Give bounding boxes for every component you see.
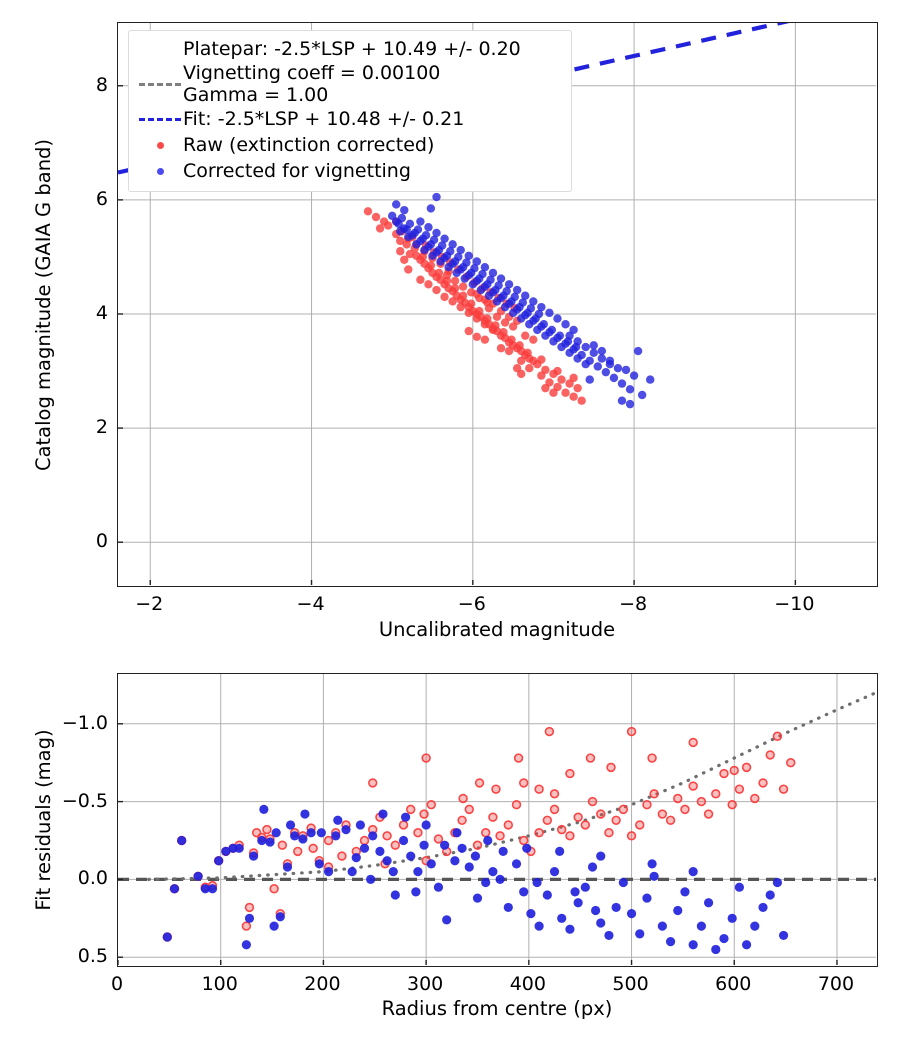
x-tick-label: −4 <box>296 593 325 615</box>
y-tick-label: 0.0 <box>77 867 108 890</box>
x-tick-label: 100 <box>201 973 238 995</box>
y-tick-label: 4 <box>95 301 108 324</box>
x-tick-label: 700 <box>817 973 855 995</box>
legend-entry-raw: Raw (extinction corrected) <box>137 133 561 159</box>
x-tick-label: −10 <box>774 593 815 615</box>
y-tick-label: 0 <box>95 530 108 553</box>
y-tick-label: −0.5 <box>61 789 108 812</box>
x-tick-label: −8 <box>619 593 648 615</box>
dashed-grey-line-icon <box>137 83 183 87</box>
x-tick-label: 500 <box>612 973 649 995</box>
x-tick-label: 200 <box>304 973 341 995</box>
red-dot-marker-icon <box>137 142 183 150</box>
y-tick-label: 0.5 <box>77 945 108 968</box>
legend-label-corrected: Corrected for vignetting <box>183 159 411 182</box>
y-tick-label: −1.0 <box>61 711 108 734</box>
legend-entry-platepar: Platepar: -2.5*LSP + 10.49 +/- 0.20 <box>137 37 561 63</box>
residuals-plot-area <box>118 674 877 966</box>
legend-entry-fit: Fit: -2.5*LSP + 10.48 +/- 0.21 <box>137 107 561 133</box>
legend-entry-corrected: Corrected for vignetting <box>137 159 561 185</box>
blue-dot-marker-icon <box>137 168 183 176</box>
residuals-y-axis-label: Fit residuals (mag) <box>32 729 55 911</box>
residuals-plot-svg <box>118 674 876 965</box>
x-tick-label: −6 <box>457 593 486 615</box>
fit-residuals-panel <box>117 673 878 967</box>
calibration-x-axis-label: Uncalibrated magnitude <box>378 618 616 641</box>
x-tick-label: 0 <box>110 973 124 995</box>
x-tick-label: 600 <box>715 973 752 995</box>
y-tick-label: 6 <box>95 187 108 210</box>
legend-label-platepar: Platepar: -2.5*LSP + 10.49 +/- 0.20 <box>183 38 521 61</box>
legend-label-vignetting-coeff: Vignetting coeff = 0.00100 <box>183 62 441 84</box>
dashed-blue-line-icon <box>137 118 183 122</box>
x-tick-label: 400 <box>509 973 546 995</box>
legend-label-raw: Raw (extinction corrected) <box>183 133 435 156</box>
calibration-legend: Platepar: -2.5*LSP + 10.49 +/- 0.20 Vign… <box>128 30 572 192</box>
y-tick-label: 2 <box>95 416 108 439</box>
calibration-y-axis-label: Catalog magnitude (GAIA G band) <box>32 138 55 472</box>
x-tick-label: −2 <box>135 593 164 615</box>
y-tick-label: 8 <box>95 73 108 96</box>
legend-label-gamma: Gamma = 1.00 <box>183 83 329 106</box>
x-tick-label: 300 <box>406 973 444 995</box>
residuals-x-axis-label: Radius from centre (px) <box>381 997 613 1020</box>
legend-entry-vignetting: Vignetting coeff = 0.00100 Gamma = 1.00 <box>137 62 561 107</box>
legend-label-fit: Fit: -2.5*LSP + 10.48 +/- 0.21 <box>183 107 465 130</box>
